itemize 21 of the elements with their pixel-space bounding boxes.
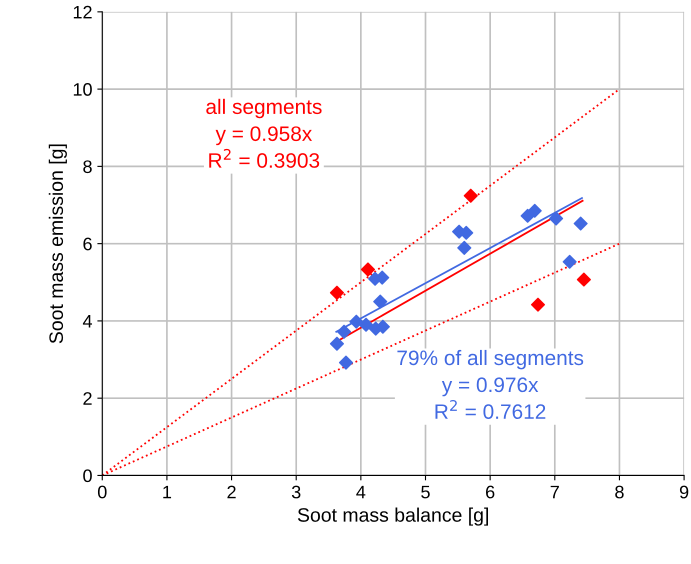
x-tick-label: 8 — [615, 486, 624, 498]
y-tick-label: 0 — [83, 469, 92, 482]
x-tick-label: 6 — [486, 486, 494, 498]
x-tick-label: 2 — [227, 486, 236, 498]
y-tick-label: 10 — [74, 83, 92, 96]
x-tick-label: 4 — [356, 486, 366, 498]
y-tick-label: 2 — [83, 392, 92, 405]
x-tick-label: 3 — [292, 486, 300, 498]
x-tick-label: 0 — [98, 486, 107, 498]
x-tick-label: 9 — [680, 486, 688, 498]
y-tick-label: 12 — [74, 6, 92, 18]
x-tick-label: 1 — [163, 486, 172, 498]
x-tick-label: 7 — [550, 486, 559, 498]
x-tick-label: 5 — [421, 486, 430, 498]
y-axis-title: Soot mass emission [g] — [48, 144, 67, 344]
x-axis-title: Soot mass balance [g] — [298, 508, 488, 526]
y-tick-label: 8 — [83, 160, 92, 174]
y-tick-label: 4 — [82, 315, 92, 328]
y-tick-label: 6 — [83, 238, 92, 250]
annotation: 79% of all segments y = 0.976x R$^{2}$ = 0.7612 — [397, 350, 584, 419]
annotation: all segments y = 0.958x R$^{2}$ = 0.3903 — [206, 98, 322, 168]
